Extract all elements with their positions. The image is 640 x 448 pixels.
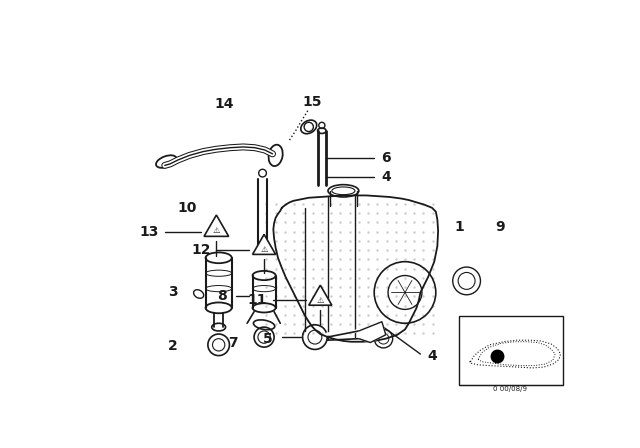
Text: 6: 6 — [381, 151, 390, 165]
Text: 15: 15 — [303, 95, 323, 108]
Text: 1: 1 — [454, 220, 464, 234]
Text: 10: 10 — [177, 201, 196, 215]
Text: 13: 13 — [140, 225, 159, 239]
Text: 14: 14 — [214, 97, 234, 111]
Text: 0 00/08/9: 0 00/08/9 — [493, 386, 527, 392]
Circle shape — [304, 122, 314, 132]
Text: 2: 2 — [168, 340, 177, 353]
Text: 11: 11 — [248, 293, 267, 307]
Text: ⚠: ⚠ — [212, 226, 220, 235]
Text: 8: 8 — [217, 289, 227, 303]
Text: ⚠: ⚠ — [317, 296, 324, 305]
Text: 4: 4 — [381, 170, 390, 184]
Polygon shape — [359, 322, 386, 343]
Text: 3: 3 — [168, 285, 177, 299]
Text: 7: 7 — [228, 336, 238, 349]
Polygon shape — [253, 234, 276, 254]
Text: 5: 5 — [263, 332, 273, 346]
Text: 9: 9 — [495, 220, 506, 234]
Text: ⚠: ⚠ — [260, 245, 268, 254]
Text: 4: 4 — [427, 349, 437, 362]
Text: 12: 12 — [191, 243, 211, 257]
Polygon shape — [308, 285, 332, 305]
Polygon shape — [204, 215, 228, 237]
